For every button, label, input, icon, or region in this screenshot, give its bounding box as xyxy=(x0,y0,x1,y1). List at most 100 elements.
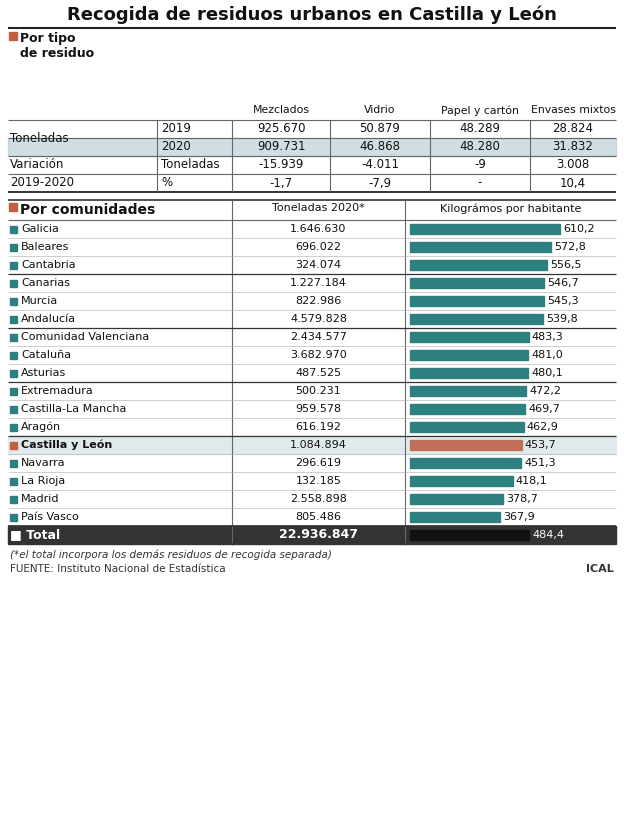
Text: %: % xyxy=(161,177,172,190)
Text: Murcia: Murcia xyxy=(21,296,58,306)
Text: 1.646.630: 1.646.630 xyxy=(290,224,347,234)
Text: 451,3: 451,3 xyxy=(524,458,555,468)
Bar xyxy=(10,459,17,466)
Text: 453,7: 453,7 xyxy=(525,440,556,450)
Text: -: - xyxy=(478,177,482,190)
Bar xyxy=(8,436,616,454)
Bar xyxy=(10,243,17,251)
Bar xyxy=(410,530,529,540)
Bar xyxy=(8,138,616,156)
Bar xyxy=(410,457,521,468)
Text: ■ Total: ■ Total xyxy=(10,528,60,541)
Text: 48.289: 48.289 xyxy=(459,122,500,135)
Bar xyxy=(410,368,528,379)
Bar xyxy=(10,261,17,269)
Text: ICAL: ICAL xyxy=(587,564,614,574)
Text: 28.824: 28.824 xyxy=(552,122,593,135)
Bar xyxy=(410,331,529,343)
Text: 539,8: 539,8 xyxy=(546,314,577,324)
Text: 2.558.898: 2.558.898 xyxy=(290,494,347,504)
Text: 3.682.970: 3.682.970 xyxy=(290,350,347,360)
Bar xyxy=(410,475,513,487)
Text: Cataluña: Cataluña xyxy=(21,350,71,360)
Text: 50.879: 50.879 xyxy=(359,122,401,135)
Bar xyxy=(10,370,17,377)
Text: Toneladas: Toneladas xyxy=(161,159,220,172)
Text: 46.868: 46.868 xyxy=(359,141,401,154)
Text: 805.486: 805.486 xyxy=(296,512,341,522)
Bar xyxy=(10,423,17,431)
Text: 469,7: 469,7 xyxy=(529,404,560,414)
Text: 546,7: 546,7 xyxy=(547,278,579,288)
Text: -4.011: -4.011 xyxy=(361,159,399,172)
Text: 4.579.828: 4.579.828 xyxy=(290,314,347,324)
Bar xyxy=(410,440,522,450)
Text: 48.280: 48.280 xyxy=(459,141,500,154)
Text: 487.525: 487.525 xyxy=(295,368,341,378)
Text: 10,4: 10,4 xyxy=(560,177,586,190)
Text: 22.936.847: 22.936.847 xyxy=(279,528,358,541)
Text: 480,1: 480,1 xyxy=(531,368,563,378)
Text: Variación: Variación xyxy=(10,159,64,172)
Text: Andalucía: Andalucía xyxy=(21,314,76,324)
Text: 2020: 2020 xyxy=(161,141,191,154)
Bar xyxy=(9,32,17,40)
Bar xyxy=(10,387,17,395)
Text: Mezclados: Mezclados xyxy=(253,105,310,115)
Text: Por tipo
de residuo: Por tipo de residuo xyxy=(20,32,94,60)
Bar xyxy=(410,349,529,361)
Text: Toneladas 2020*: Toneladas 2020* xyxy=(272,203,365,213)
Text: 1.227.184: 1.227.184 xyxy=(290,278,347,288)
Text: Extremadura: Extremadura xyxy=(21,386,94,396)
Text: La Rioja: La Rioja xyxy=(21,476,66,486)
Bar xyxy=(410,242,551,252)
Text: 696.022: 696.022 xyxy=(296,242,341,252)
Text: 378,7: 378,7 xyxy=(506,494,538,504)
Text: -15.939: -15.939 xyxy=(258,159,304,172)
Text: Cantabria: Cantabria xyxy=(21,260,76,270)
Text: Envases mixtos: Envases mixtos xyxy=(530,105,615,115)
Text: -9: -9 xyxy=(474,159,486,172)
Text: 462,9: 462,9 xyxy=(527,422,558,432)
Bar xyxy=(410,512,500,523)
Text: 367,9: 367,9 xyxy=(504,512,535,522)
Bar xyxy=(410,224,560,234)
Text: 418,1: 418,1 xyxy=(516,476,547,486)
Text: Papel y cartón: Papel y cartón xyxy=(441,105,519,116)
Bar xyxy=(410,386,526,396)
Bar xyxy=(8,526,616,544)
Text: 484,4: 484,4 xyxy=(532,530,564,540)
Text: 132.185: 132.185 xyxy=(296,476,341,486)
Text: 545,3: 545,3 xyxy=(547,296,578,306)
Text: Kilográmos por habitante: Kilográmos por habitante xyxy=(440,203,581,213)
Text: Baleares: Baleares xyxy=(21,242,69,252)
Text: Madrid: Madrid xyxy=(21,494,59,504)
Text: 925.670: 925.670 xyxy=(256,122,305,135)
Text: 616.192: 616.192 xyxy=(296,422,341,432)
Text: 959.578: 959.578 xyxy=(295,404,341,414)
Text: Navarra: Navarra xyxy=(21,458,66,468)
Text: Toneladas: Toneladas xyxy=(10,132,69,145)
Bar xyxy=(10,297,17,304)
Text: 324.074: 324.074 xyxy=(295,260,341,270)
Bar xyxy=(10,316,17,322)
Bar xyxy=(10,352,17,358)
Text: 500.231: 500.231 xyxy=(296,386,341,396)
Bar xyxy=(10,441,17,449)
Bar xyxy=(410,313,543,325)
Bar xyxy=(10,225,17,233)
Bar xyxy=(410,422,524,432)
Text: 822.986: 822.986 xyxy=(295,296,341,306)
Text: (*el total incorpora los demás residuos de recogida separada): (*el total incorpora los demás residuos … xyxy=(10,550,332,561)
Text: -1,7: -1,7 xyxy=(270,177,293,190)
Text: -7,9: -7,9 xyxy=(368,177,392,190)
Text: 2019: 2019 xyxy=(161,122,191,135)
Bar xyxy=(410,493,503,505)
Text: 472,2: 472,2 xyxy=(529,386,561,396)
Text: 610,2: 610,2 xyxy=(563,224,595,234)
Text: Vidrio: Vidrio xyxy=(364,105,396,115)
Text: 1.084.894: 1.084.894 xyxy=(290,440,347,450)
Text: 556,5: 556,5 xyxy=(550,260,582,270)
Bar xyxy=(10,478,17,484)
Text: Comunidad Valenciana: Comunidad Valenciana xyxy=(21,332,149,342)
